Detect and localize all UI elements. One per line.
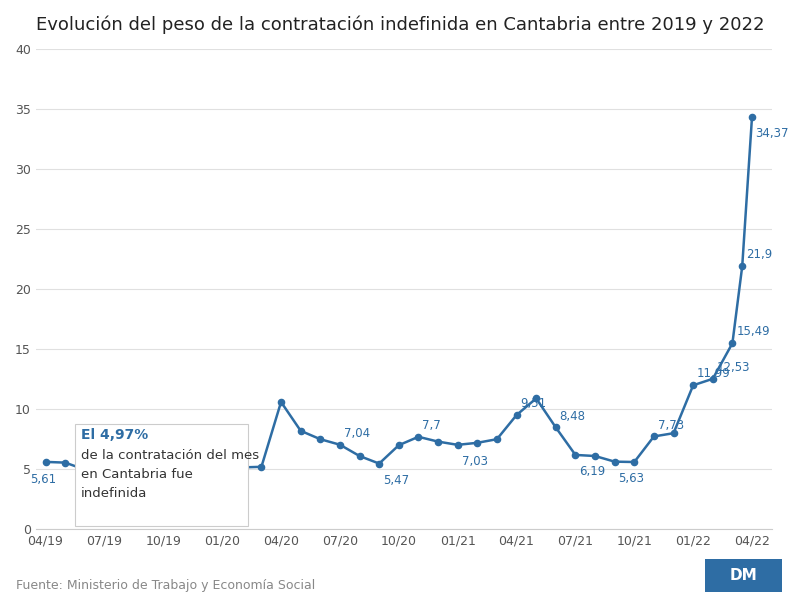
Point <box>588 451 601 461</box>
Point <box>294 426 307 435</box>
Point <box>157 463 170 473</box>
Text: de la contratación del mes
en Cantabria fue
indefinida: de la contratación del mes en Cantabria … <box>81 450 259 501</box>
Point <box>372 459 385 468</box>
Text: 4,: 4, <box>88 480 99 493</box>
Text: 5,61: 5,61 <box>31 472 56 486</box>
Point <box>393 440 405 450</box>
Point <box>334 440 347 450</box>
Point <box>569 450 582 460</box>
Point <box>275 397 288 407</box>
Point <box>59 458 72 468</box>
Text: 21,9: 21,9 <box>746 249 772 261</box>
Point <box>647 432 660 441</box>
Text: Evolución del peso de la contratación indefinida en Cantabria entre 2019 y 2022: Evolución del peso de la contratación in… <box>35 15 764 33</box>
Point <box>137 464 150 474</box>
Point <box>314 434 326 444</box>
Text: 5,63: 5,63 <box>618 472 645 485</box>
Point <box>98 463 111 473</box>
Point <box>196 463 209 472</box>
Point <box>235 463 248 472</box>
Point <box>471 438 484 447</box>
Point <box>609 457 621 466</box>
Point <box>412 432 425 441</box>
Text: 9,51: 9,51 <box>521 397 546 410</box>
Point <box>736 261 749 271</box>
Point <box>451 440 464 450</box>
Text: DM: DM <box>729 568 758 583</box>
Text: El 4,97%: El 4,97% <box>81 428 148 442</box>
Point <box>706 374 719 383</box>
Text: 5,47: 5,47 <box>383 474 409 487</box>
Point <box>510 410 523 420</box>
Text: 6,19: 6,19 <box>580 465 605 478</box>
Text: Fuente: Ministerio de Trabajo y Economía Social: Fuente: Ministerio de Trabajo y Economía… <box>16 579 315 592</box>
Point <box>353 451 366 461</box>
Text: 7,73: 7,73 <box>658 419 684 432</box>
Point <box>39 457 52 466</box>
Point <box>530 393 542 403</box>
Text: 11,99: 11,99 <box>697 368 731 380</box>
Text: 34,37: 34,37 <box>755 127 788 140</box>
Point <box>255 462 268 472</box>
Point <box>118 463 131 472</box>
Point <box>216 463 229 473</box>
Point <box>746 112 758 121</box>
Text: 8,48: 8,48 <box>559 410 586 423</box>
Point <box>628 457 641 467</box>
Text: 7,03: 7,03 <box>462 455 488 468</box>
Point <box>687 380 700 390</box>
Point <box>431 437 444 446</box>
FancyBboxPatch shape <box>75 424 247 526</box>
Point <box>667 428 680 438</box>
Point <box>177 462 189 472</box>
Text: 12,53: 12,53 <box>717 361 750 374</box>
Text: 7,04: 7,04 <box>344 427 370 440</box>
Text: 7,7: 7,7 <box>422 419 441 432</box>
Point <box>550 423 563 432</box>
Point <box>78 465 91 474</box>
Point <box>491 434 504 444</box>
Point <box>726 338 739 348</box>
Text: 15,49: 15,49 <box>737 325 770 338</box>
